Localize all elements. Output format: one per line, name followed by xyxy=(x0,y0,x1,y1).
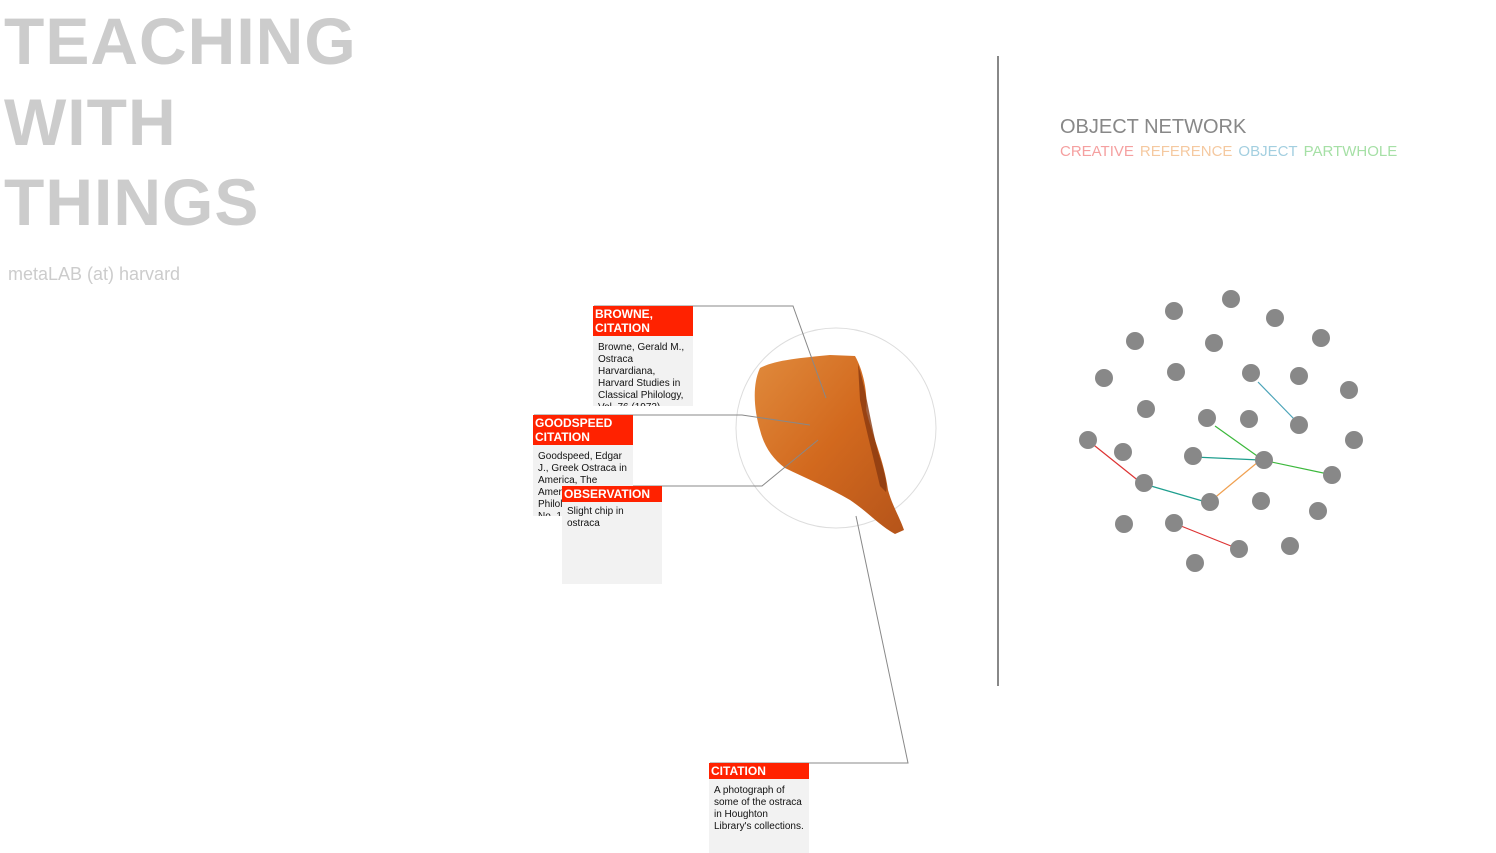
network-node[interactable] xyxy=(1255,451,1273,469)
network-node[interactable] xyxy=(1222,290,1240,308)
network-node[interactable] xyxy=(1135,474,1153,492)
network-node[interactable] xyxy=(1252,492,1270,510)
network-node[interactable] xyxy=(1115,515,1133,533)
title-teaching: TEACHING xyxy=(4,4,357,78)
network-node[interactable] xyxy=(1165,302,1183,320)
network-nodes xyxy=(1079,290,1363,572)
title-things: THINGS xyxy=(4,165,260,239)
network-node[interactable] xyxy=(1165,514,1183,532)
network-node[interactable] xyxy=(1126,332,1144,350)
annotation-body: Browne, Gerald M., Ostraca Harvardiana, … xyxy=(593,336,693,406)
annotation-heading: BROWNE, CITATION xyxy=(593,306,693,336)
network-node[interactable] xyxy=(1079,431,1097,449)
network-node[interactable] xyxy=(1201,493,1219,511)
annotation-body: Slight chip in ostraca xyxy=(562,502,662,584)
network-node[interactable] xyxy=(1184,447,1202,465)
network-node[interactable] xyxy=(1309,502,1327,520)
panel-divider xyxy=(997,56,999,686)
network-node[interactable] xyxy=(1114,443,1132,461)
legend-partwhole[interactable]: PARTWHOLE xyxy=(1303,143,1398,160)
annotation-body: A photograph of some of the ostraca in H… xyxy=(709,779,809,853)
annotation-card-observation[interactable]: OBSERVATION Slight chip in ostraca xyxy=(562,486,662,584)
network-node[interactable] xyxy=(1266,309,1284,327)
network-node[interactable] xyxy=(1345,431,1363,449)
network-node[interactable] xyxy=(1095,369,1113,387)
ostracon-image[interactable] xyxy=(754,355,904,534)
sherd-edge xyxy=(858,364,887,492)
network-node[interactable] xyxy=(1312,329,1330,347)
annotation-heading: OBSERVATION xyxy=(562,486,662,502)
network-node[interactable] xyxy=(1290,367,1308,385)
annotation-card-browne[interactable]: BROWNE, CITATION Browne, Gerald M., Ostr… xyxy=(593,306,693,406)
network-edges xyxy=(1089,381,1329,549)
network-node[interactable] xyxy=(1205,334,1223,352)
annotation-heading: GOODSPEED CITATION xyxy=(533,415,633,445)
subtitle: metaLAB (at) harvard xyxy=(8,264,181,284)
network-node[interactable] xyxy=(1281,537,1299,555)
network-node[interactable] xyxy=(1290,416,1308,434)
legend-creative[interactable]: CREATIVE xyxy=(1060,143,1134,160)
network-node[interactable] xyxy=(1340,381,1358,399)
network-node[interactable] xyxy=(1186,554,1204,572)
annotation-heading: CITATION xyxy=(709,763,809,779)
legend-object[interactable]: OBJECT xyxy=(1238,143,1298,160)
network-node[interactable] xyxy=(1230,540,1248,558)
network-node[interactable] xyxy=(1167,363,1185,381)
legend-reference[interactable]: REFERENCE xyxy=(1139,143,1233,160)
focus-ring xyxy=(735,327,937,529)
network-node[interactable] xyxy=(1198,409,1216,427)
network-node[interactable] xyxy=(1240,410,1258,428)
network-node[interactable] xyxy=(1137,400,1155,418)
network-title: OBJECT NETWORK xyxy=(1060,116,1247,138)
network-legend: CREATIVE REFERENCE OBJECT PARTWHOLE xyxy=(1060,143,1403,160)
network-node[interactable] xyxy=(1323,466,1341,484)
annotation-card-citation[interactable]: CITATION A photograph of some of the ost… xyxy=(709,763,809,853)
network-graph xyxy=(1079,290,1363,572)
network-node[interactable] xyxy=(1242,364,1260,382)
title-with: WITH xyxy=(4,85,177,159)
